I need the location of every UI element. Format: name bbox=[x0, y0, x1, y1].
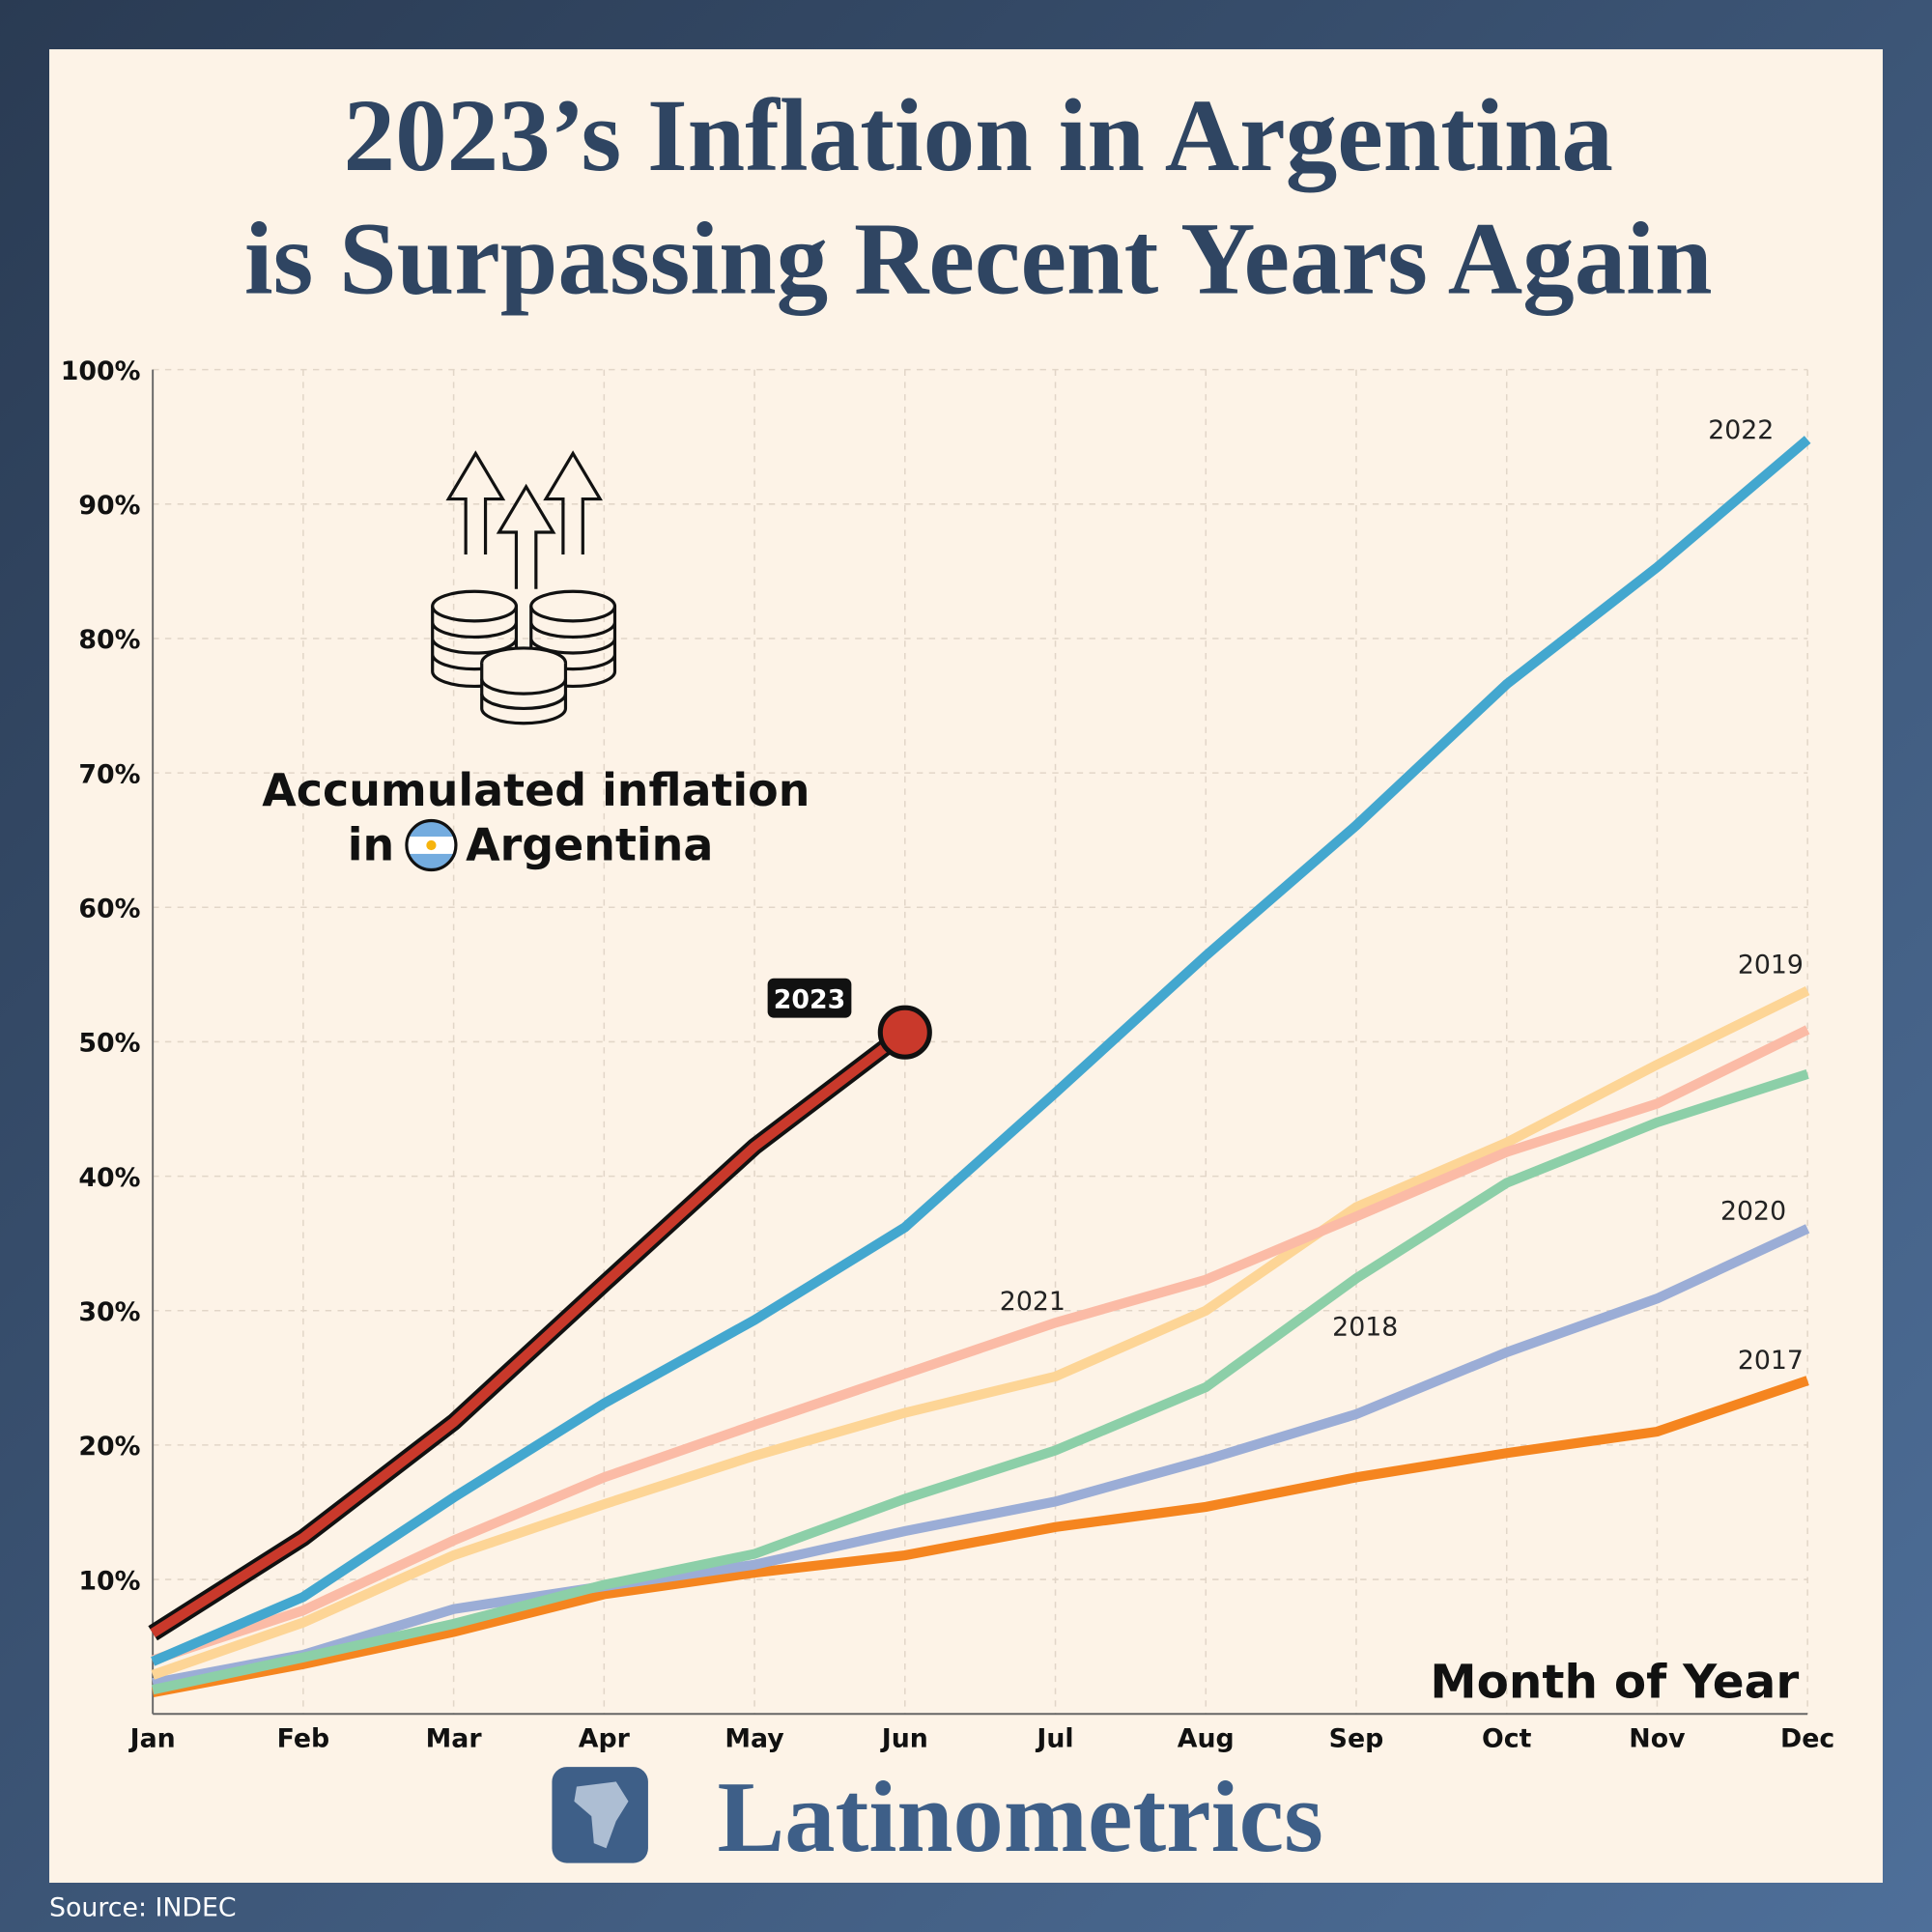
x-tick-label: Oct bbox=[1482, 1724, 1532, 1754]
series-label: 2018 bbox=[1332, 1313, 1398, 1343]
x-tick-label: Mar bbox=[426, 1724, 483, 1754]
x-tick-label: Nov bbox=[1629, 1724, 1686, 1754]
annotation: Argentina bbox=[466, 818, 713, 870]
x-tick-label: Jan bbox=[128, 1724, 176, 1754]
flag bbox=[405, 818, 458, 872]
label-badge bbox=[767, 978, 852, 1018]
x-axis-label: Month of Year bbox=[1430, 1656, 1799, 1710]
y-tick-label: 10% bbox=[78, 1566, 140, 1596]
series-line bbox=[152, 1224, 1810, 1689]
title-line: 2023’s Inflation in Argentina bbox=[344, 79, 1613, 193]
x-tick-label: Jul bbox=[1035, 1724, 1073, 1754]
brand: Latinometrics bbox=[717, 1761, 1322, 1873]
series-label: 2023 bbox=[774, 984, 846, 1014]
source: Source: INDEC bbox=[49, 1892, 237, 1922]
x-tick-label: Dec bbox=[1780, 1724, 1834, 1754]
y-tick-label: 80% bbox=[78, 625, 140, 655]
series-line bbox=[151, 1025, 1810, 1665]
x-tick-label: May bbox=[724, 1724, 783, 1754]
series-line bbox=[151, 436, 1811, 1666]
panel bbox=[49, 49, 1883, 1883]
series-line bbox=[152, 1376, 1809, 1697]
y-tick-label: 100% bbox=[61, 356, 141, 386]
end-point bbox=[877, 1005, 932, 1060]
x-tick-label: Apr bbox=[579, 1724, 631, 1754]
y-tick-label: 60% bbox=[78, 894, 140, 923]
series-line bbox=[151, 985, 1810, 1680]
y-tick-label: 90% bbox=[78, 491, 140, 521]
y-tick-label: 30% bbox=[78, 1297, 140, 1327]
y-tick-label: 50% bbox=[78, 1029, 140, 1059]
x-tick-label: Aug bbox=[1178, 1724, 1235, 1754]
series-label: 2020 bbox=[1720, 1197, 1786, 1227]
plot: 10% 20% 30% 40% 50% 60% 70% 80% 90% 100% Jan Feb Mar… bbox=[61, 356, 1835, 1754]
series-label: 2021 bbox=[1000, 1287, 1065, 1317]
y-tick-label: 40% bbox=[78, 1163, 140, 1193]
x-tick-label: Jun bbox=[880, 1724, 928, 1754]
icon bbox=[431, 450, 617, 725]
x-tick-label: Feb bbox=[277, 1724, 330, 1754]
series-label: 2022 bbox=[1708, 415, 1774, 445]
series-label: 2017 bbox=[1738, 1346, 1804, 1376]
x-tick-label: Sep bbox=[1329, 1724, 1384, 1754]
annotation: Accumulated inflation bbox=[262, 764, 810, 816]
annotation: in bbox=[348, 818, 394, 870]
series-label: 2019 bbox=[1738, 951, 1804, 980]
y-tick-label: 20% bbox=[78, 1432, 140, 1462]
series-line bbox=[150, 1028, 908, 1638]
series-line bbox=[152, 1068, 1809, 1695]
brand-logo bbox=[552, 1767, 648, 1863]
title-line: is Surpassing Recent Years Again bbox=[244, 203, 1713, 317]
y-tick-label: 70% bbox=[78, 759, 140, 789]
